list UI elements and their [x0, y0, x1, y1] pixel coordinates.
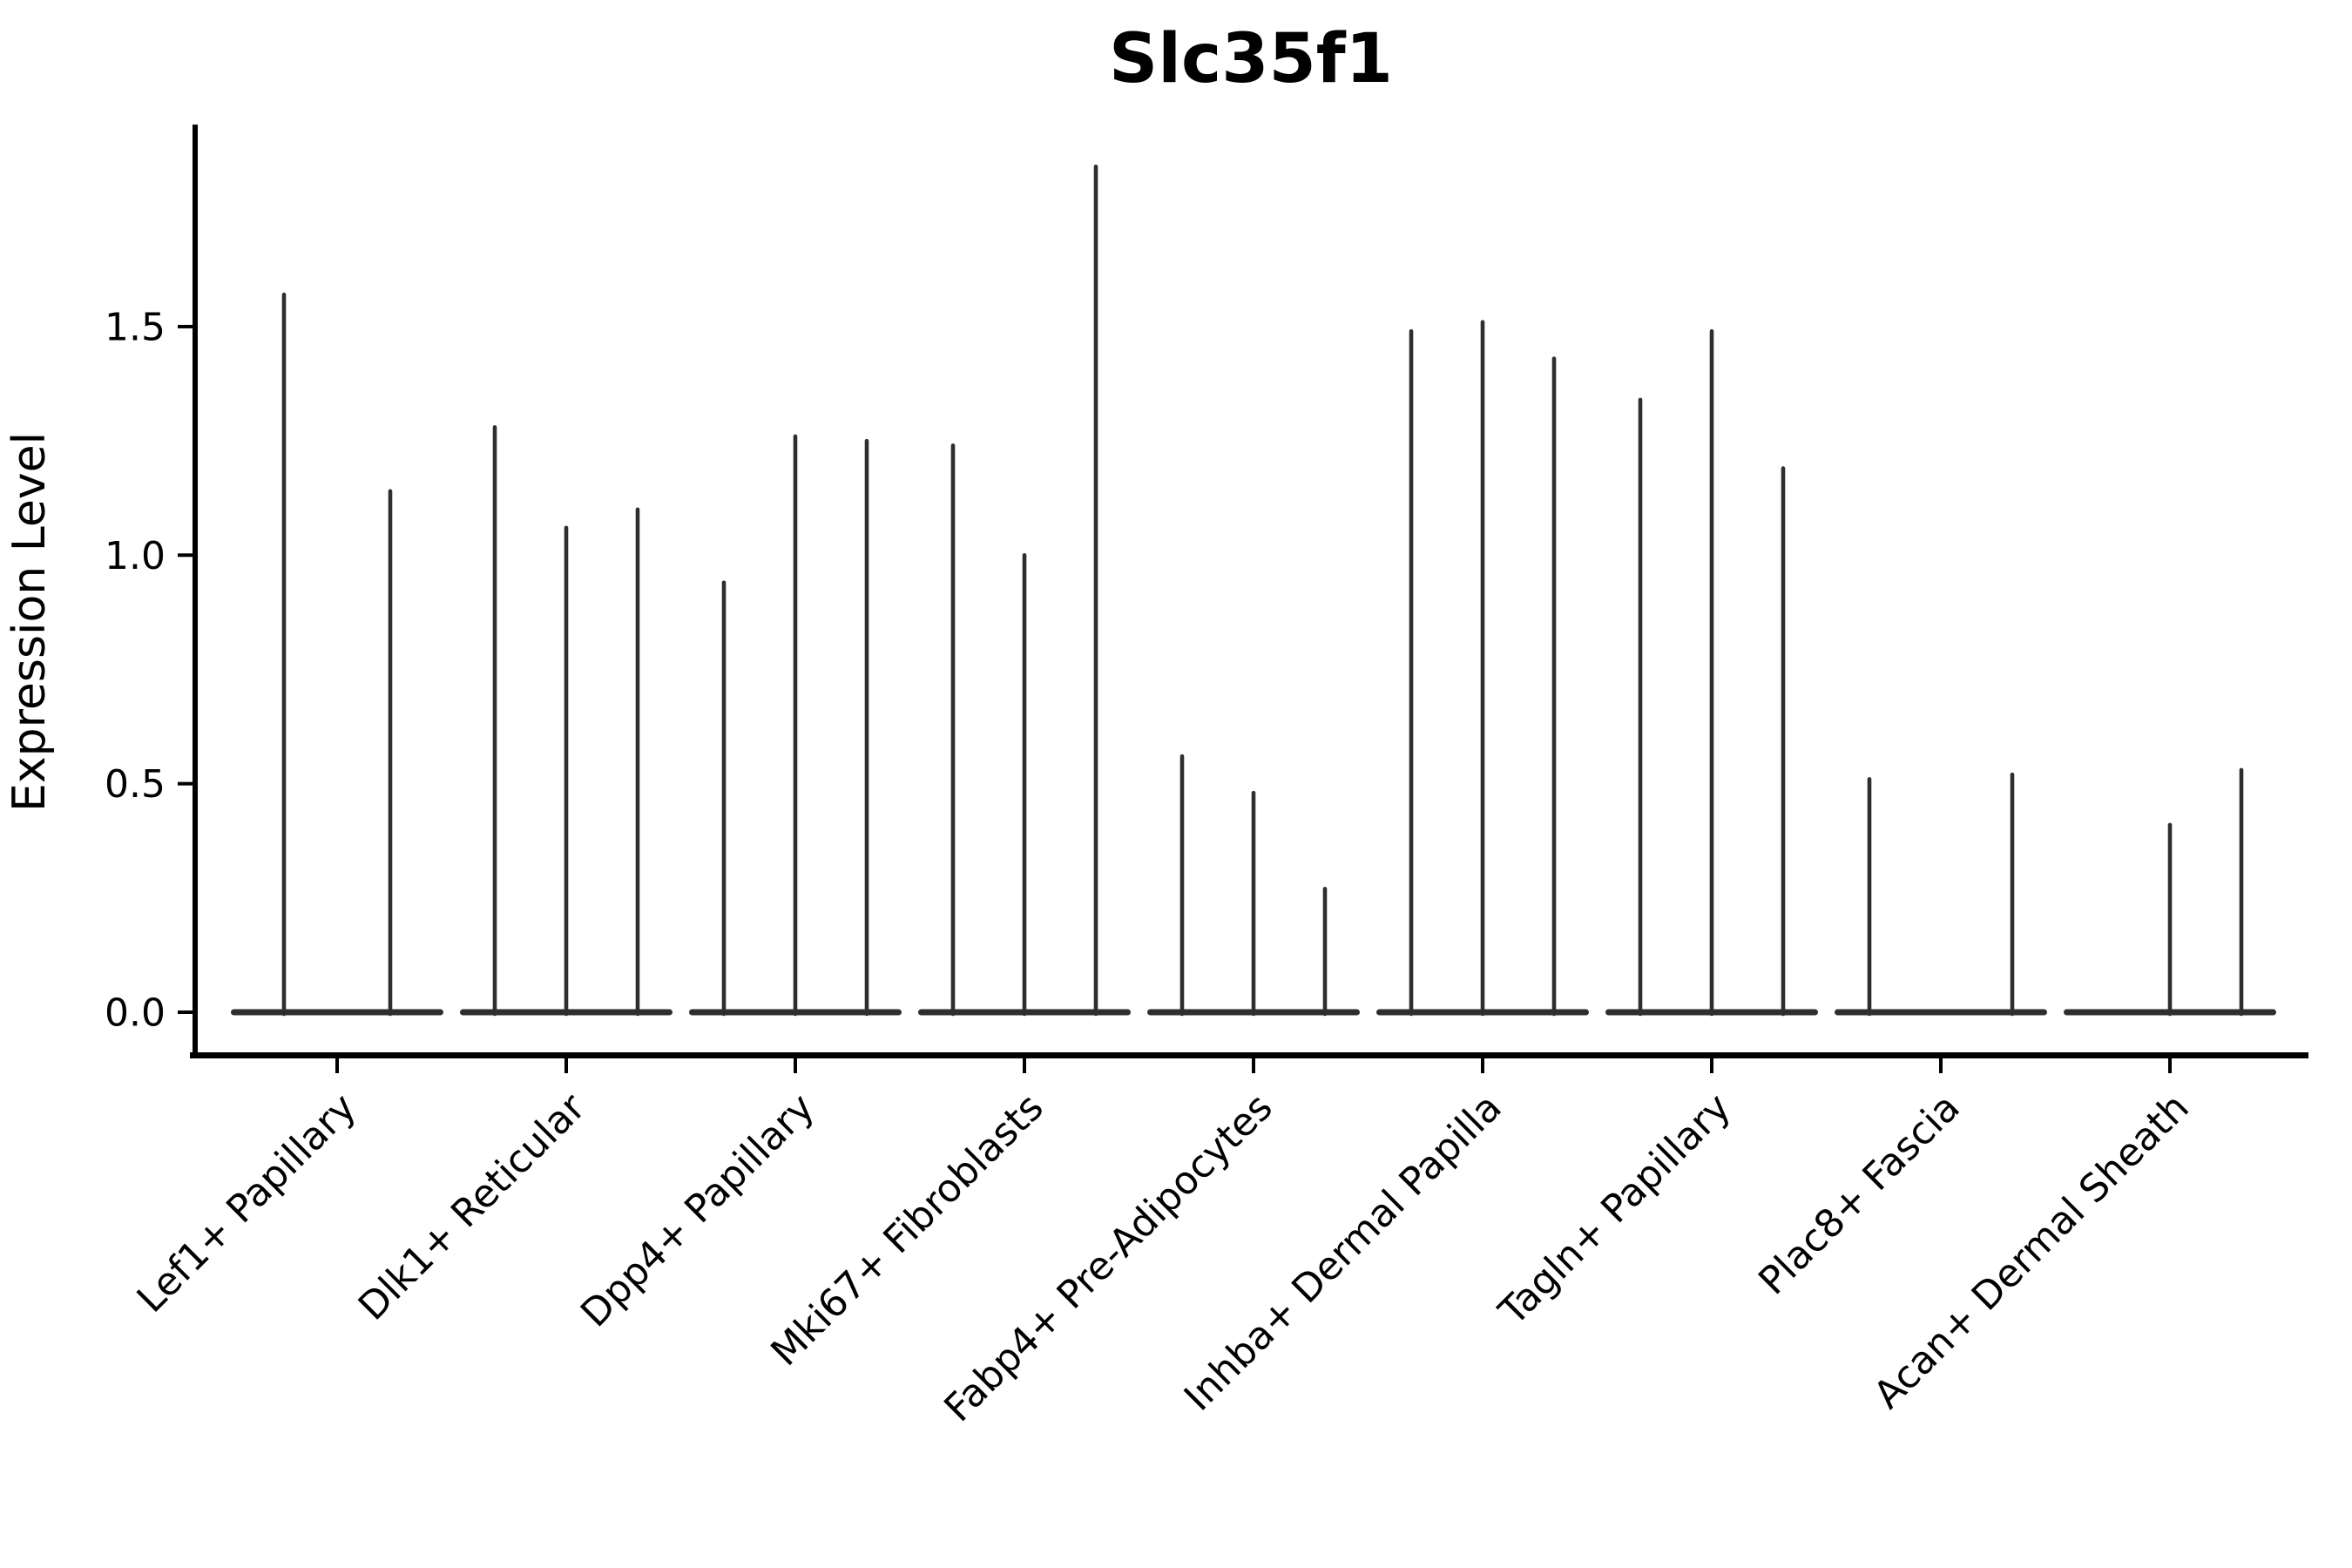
x-tick	[564, 1058, 568, 1073]
x-tick-label: Dlk1+ Reticular	[350, 1085, 595, 1329]
left-spine	[193, 125, 198, 1058]
y-tick	[178, 1010, 193, 1014]
y-tick	[178, 553, 193, 558]
x-tick-label: Tagln+ Papillary	[1490, 1085, 1740, 1335]
x-tick	[1023, 1058, 1026, 1073]
y-tick-label: 1.0	[105, 534, 166, 578]
x-tick-label: Lef1+ Papillary	[129, 1085, 365, 1321]
violin-baseline	[231, 1009, 443, 1016]
x-tick	[1939, 1058, 1943, 1073]
x-tick	[1481, 1058, 1484, 1073]
y-tick-label: 1.5	[105, 305, 166, 349]
chart-title: Slc35f1	[1109, 20, 1393, 98]
y-tick	[178, 781, 193, 786]
x-tick-label: Dpp4+ Papillary	[572, 1085, 823, 1336]
x-tick	[2168, 1058, 2172, 1073]
x-tick-label: Plac8+ Fascia	[1750, 1085, 1969, 1304]
y-tick-label: 0.0	[105, 991, 166, 1036]
x-tick	[794, 1058, 797, 1073]
bottom-spine	[190, 1052, 2308, 1058]
x-tick	[1252, 1058, 1255, 1073]
y-tick	[178, 324, 193, 328]
x-tick	[335, 1058, 339, 1073]
y-tick-label: 0.5	[105, 762, 166, 807]
x-tick	[1710, 1058, 1713, 1073]
violin-baseline	[1835, 1009, 2047, 1016]
